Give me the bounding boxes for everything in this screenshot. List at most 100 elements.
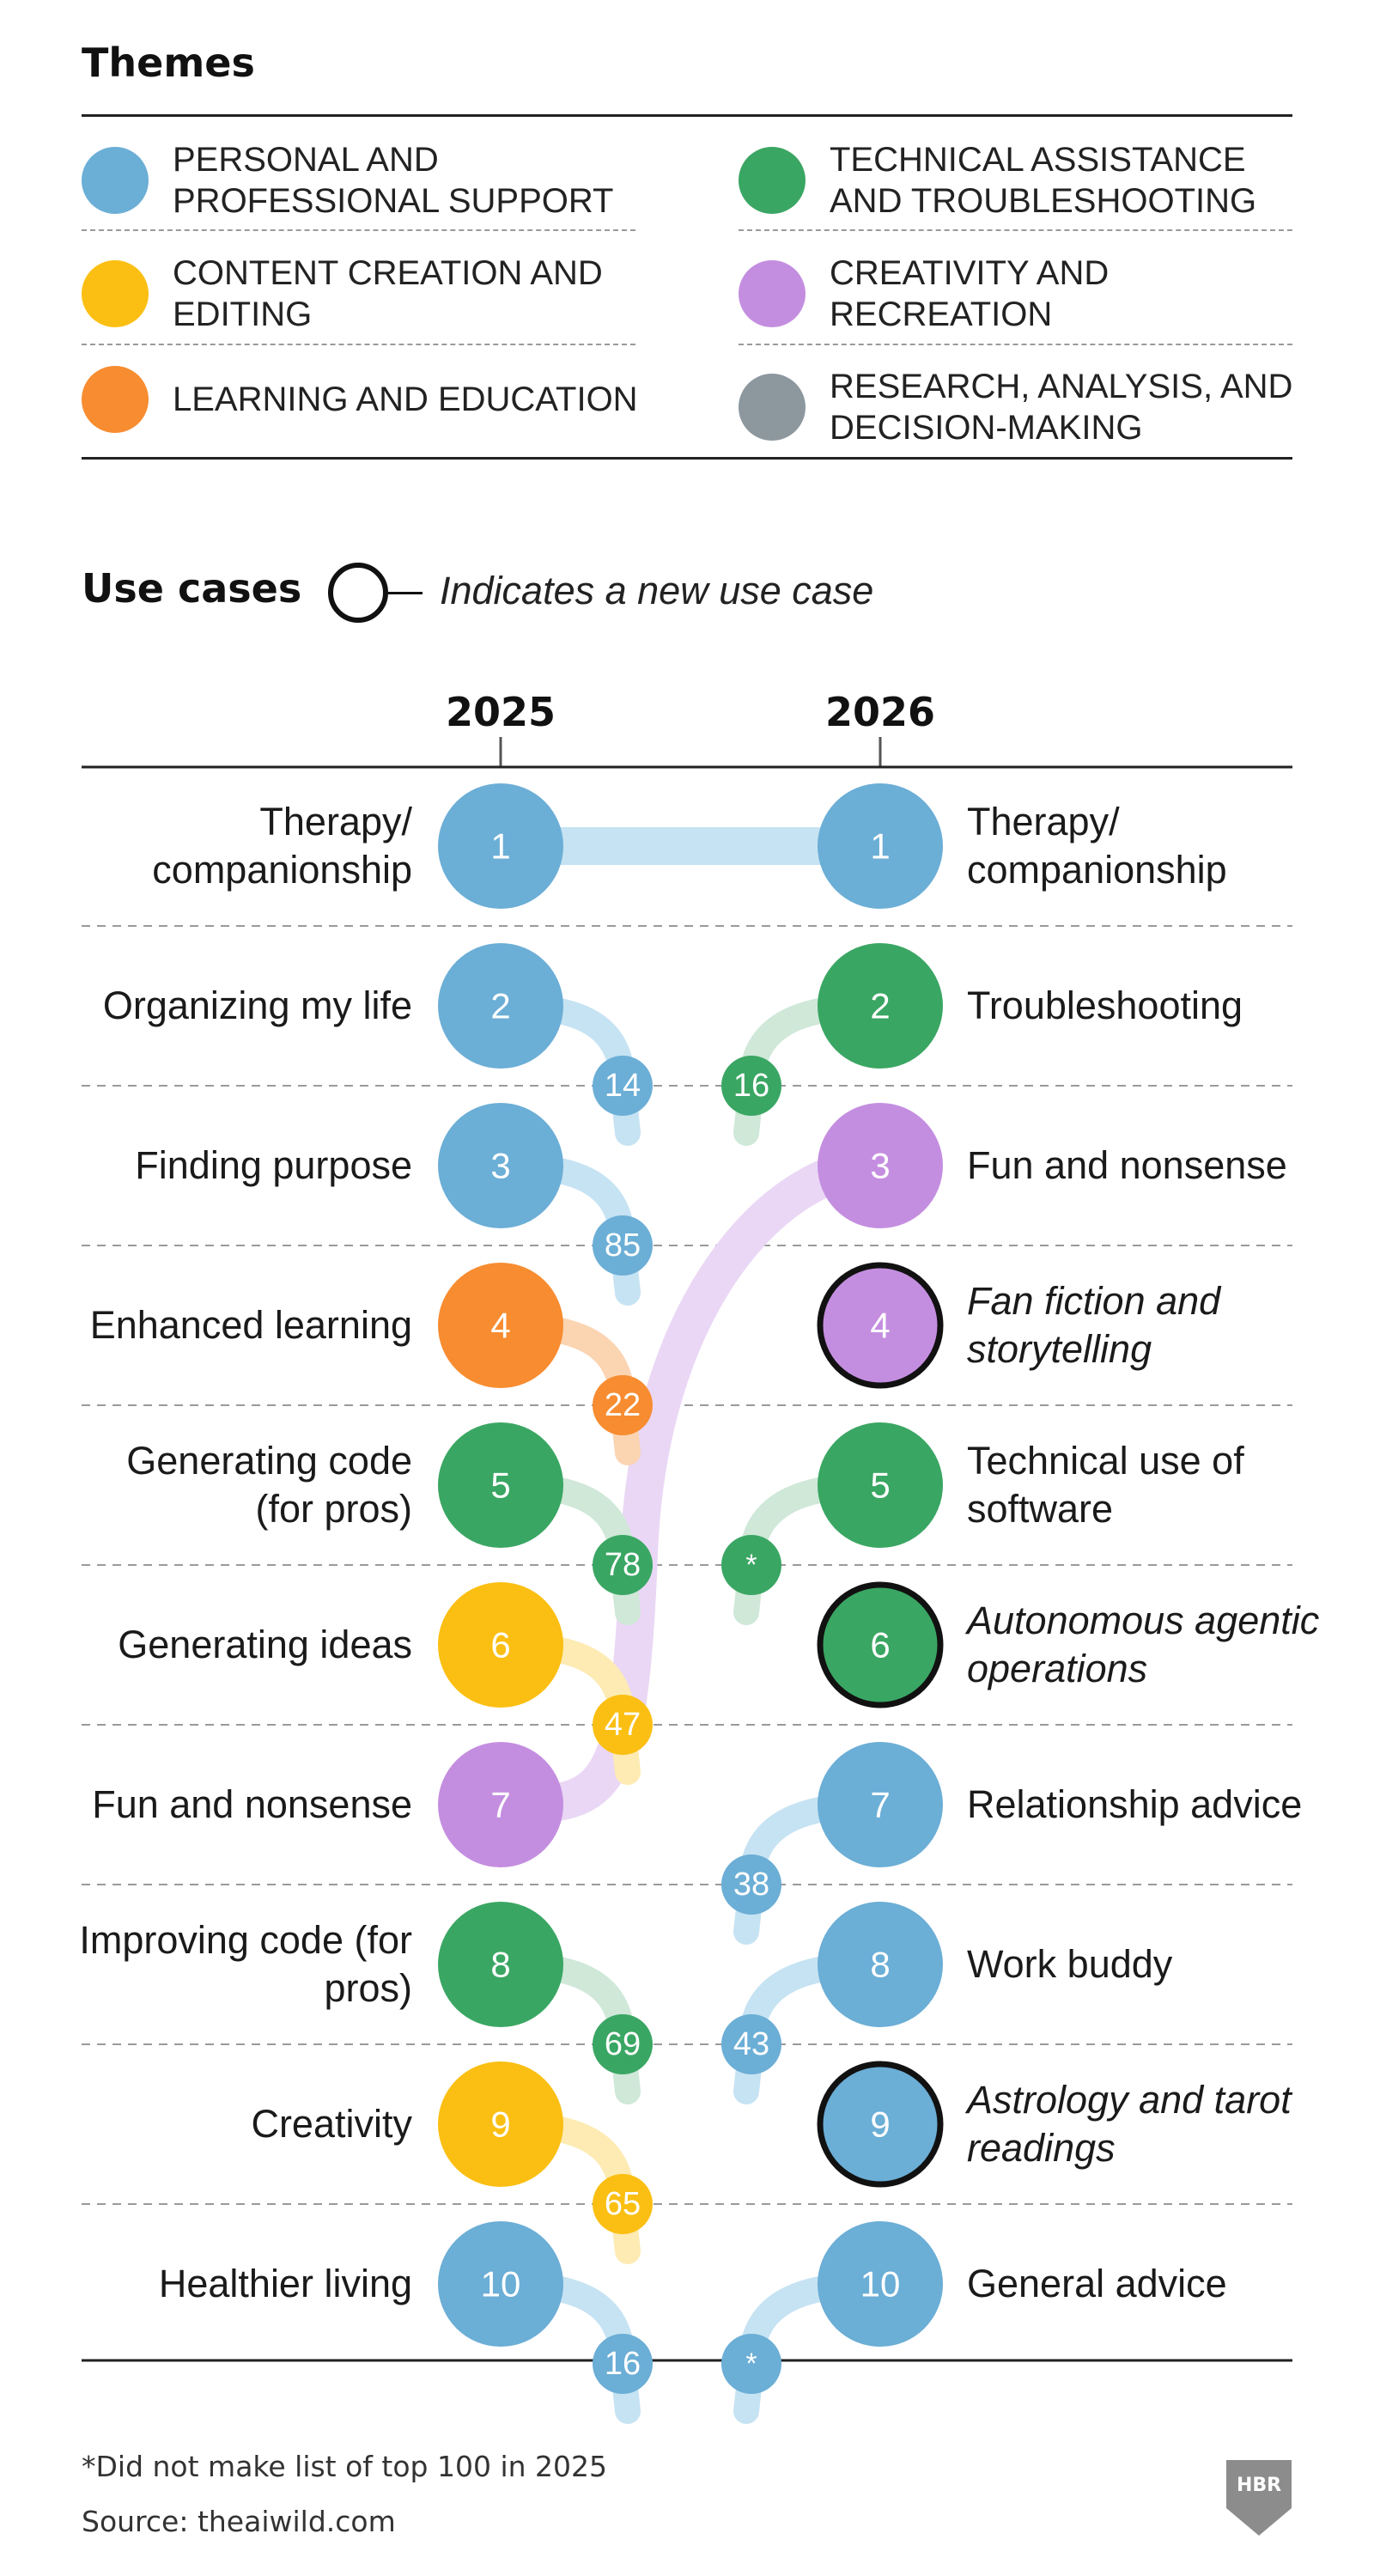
rank-node-2025 <box>438 1263 563 1388</box>
rank-node-2026 <box>818 1742 943 1867</box>
rank-node-label: 7 <box>870 1785 890 1825</box>
use-case-label-2026: Fun and nonsense <box>967 1143 1287 1187</box>
column-label-2026: 2026 <box>825 689 935 735</box>
theme-research-analysis: RESEARCH, ANALYSIS, AND DECISION-MAKING <box>739 366 1310 448</box>
rank-node-label: 10 <box>481 2264 521 2305</box>
use-case-label-2026: Troubleshooting <box>967 984 1243 1027</box>
usecases-title: Use cases <box>82 565 302 612</box>
theme-label: PERSONAL AND PROFESSIONAL SUPPORT <box>173 141 614 220</box>
themes-top-rule <box>82 114 1292 117</box>
footnote: *Did not make list of top 100 in 2025 <box>82 2450 607 2483</box>
themes-bottom-rule <box>82 457 1292 460</box>
rank-node-label: 3 <box>870 1146 890 1186</box>
theme-color-dot <box>739 374 806 441</box>
rank-node-label: 8 <box>870 1945 890 1985</box>
column-label-2025: 2025 <box>446 689 556 735</box>
use-case-label-2025: Finding purpose <box>135 1143 412 1187</box>
rank-node-2025 <box>438 1422 563 1548</box>
rank-node-2025 <box>438 1742 563 1867</box>
flow-links <box>482 827 899 1824</box>
new-rank-marker <box>593 2174 653 2234</box>
prior-rank-label: 16 <box>733 1068 769 1104</box>
themes-divider <box>82 229 635 231</box>
use-case-label-2025: Enhanced learning <box>89 1303 412 1347</box>
theme-color-dot <box>739 260 806 327</box>
themes-divider <box>739 344 1292 345</box>
rank-node-2026 <box>818 1902 943 2027</box>
rank-node-2026 <box>818 783 943 909</box>
prior-rank-marker <box>721 2334 781 2394</box>
new-rank-label: 69 <box>605 2026 641 2062</box>
prior-rank-label: 38 <box>733 1867 769 1903</box>
use-case-label-2026: Work buddy <box>967 1942 1173 1986</box>
new-rank-marker <box>593 1375 653 1435</box>
use-case-label-2025: Generating ideas <box>118 1623 412 1666</box>
new-usecase-ring-icon <box>328 563 388 623</box>
new-use-case-node <box>817 1262 944 1389</box>
theme-color-dot <box>739 147 806 214</box>
rank-node-2026 <box>818 1422 943 1548</box>
use-case-label-2026: General advice <box>967 2262 1227 2305</box>
new-rank-marker <box>593 1215 653 1276</box>
rank-node-label: 1 <box>870 826 890 867</box>
use-case-label-2026: Technical use of software <box>967 1439 1244 1531</box>
theme-technical-assistance: TECHNICAL ASSISTANCE AND TROUBLESHOOTING <box>739 139 1310 222</box>
use-case-label-2026: Relationship advice <box>967 1782 1303 1826</box>
rank-node-2025 <box>438 2061 563 2187</box>
theme-label: CONTENT CREATION AND EDITING <box>173 254 603 333</box>
theme-label: RESEARCH, ANALYSIS, AND DECISION-MAKING <box>830 368 1293 447</box>
new-rank-label: 16 <box>605 2346 641 2382</box>
use-case-label-2026: Astrology and tarot readings <box>967 2078 1292 2170</box>
new-rank-label: 78 <box>605 1547 641 1583</box>
new-rank-label: 22 <box>605 1387 641 1423</box>
rank-node-label: 2 <box>490 986 510 1026</box>
rank-node-label: 6 <box>490 1625 510 1666</box>
flow-link <box>482 1147 899 1824</box>
use-case-label-2026: Therapy/ companionship <box>967 800 1227 892</box>
theme-personal-support: PERSONAL AND PROFESSIONAL SUPPORT <box>82 139 654 222</box>
new-use-case-node <box>817 2061 944 2188</box>
rank-node-label: 5 <box>490 1465 510 1506</box>
rank-node-2026 <box>818 943 943 1069</box>
use-case-label-2025: Improving code (for pros) <box>79 1918 412 2010</box>
rank-node-2026 <box>818 2221 943 2347</box>
use-case-label-2025: Fun and nonsense <box>92 1782 412 1826</box>
use-case-label-2025: Creativity <box>251 2102 412 2146</box>
rank-node-2025 <box>438 1902 563 2027</box>
rank-node-label: 4 <box>870 1306 890 1346</box>
rank-node-label: 9 <box>870 2104 890 2145</box>
rank-node-label: 4 <box>490 1306 510 1346</box>
theme-label: LEARNING AND EDUCATION <box>173 381 638 418</box>
prior-rank-marker <box>721 1056 781 1116</box>
new-rank-marker <box>593 2014 653 2074</box>
prior-rank-marker <box>721 1535 781 1595</box>
rank-node-2025 <box>438 783 563 909</box>
rank-node-label: 3 <box>490 1146 510 1186</box>
theme-label: CREATIVITY AND RECREATION <box>830 254 1110 333</box>
rank-node-2026 <box>818 1103 943 1228</box>
prior-rank-marker <box>721 2014 781 2074</box>
theme-content-creation: CONTENT CREATION AND EDITING <box>82 253 654 335</box>
prior-rank-label: * <box>745 2348 757 2380</box>
prior-rank-label: * <box>745 1549 757 1581</box>
rank-nodes <box>438 783 944 2394</box>
theme-learning-education: LEARNING AND EDUCATION <box>82 366 654 433</box>
new-rank-marker <box>593 1535 653 1595</box>
new-use-case-node <box>817 1581 944 1708</box>
legend-connector <box>388 592 423 594</box>
rank-node-label: 7 <box>490 1785 510 1825</box>
theme-color-dot <box>82 147 149 214</box>
use-case-label-2025: Healthier living <box>158 2262 412 2305</box>
rank-node-2025 <box>438 1103 563 1228</box>
rank-node-2025 <box>438 1582 563 1708</box>
new-rank-marker <box>593 1056 653 1116</box>
theme-color-dot <box>82 260 149 327</box>
rank-node-2025 <box>438 943 563 1069</box>
rank-node-label: 8 <box>490 1945 510 1985</box>
use-case-label-2026: Fan fiction and storytelling <box>967 1279 1221 1371</box>
prior-rank-marker <box>721 1854 781 1915</box>
new-rank-marker <box>593 1695 653 1755</box>
new-rank-label: 65 <box>605 2186 641 2222</box>
rank-node-label: 1 <box>490 826 510 867</box>
theme-creativity-recreation: CREATIVITY AND RECREATION <box>739 253 1310 335</box>
